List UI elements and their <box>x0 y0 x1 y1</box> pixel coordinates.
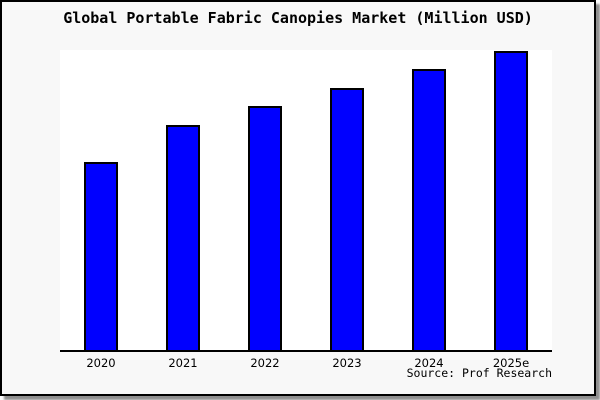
bar-2020 <box>84 162 118 350</box>
bar-2025e <box>494 51 528 350</box>
x-tick-2020: 2020 <box>86 356 116 370</box>
bar-2024 <box>412 69 446 350</box>
plot-area <box>60 50 552 352</box>
x-axis-labels: 2020 2021 2022 2023 2024 2025e <box>2 356 594 372</box>
source-note: Source: Prof Research <box>406 366 552 380</box>
bar-2021 <box>166 125 200 350</box>
x-tick-2021: 2021 <box>168 356 198 370</box>
bar-2023 <box>330 88 364 350</box>
x-tick-2023: 2023 <box>332 356 362 370</box>
bar-2022 <box>248 106 282 350</box>
x-tick-2022: 2022 <box>250 356 280 370</box>
chart-title: Global Portable Fabric Canopies Market (… <box>63 9 533 27</box>
x-tick-2024: 2024 <box>414 356 444 370</box>
x-tick-2025e: 2025e <box>492 356 530 370</box>
